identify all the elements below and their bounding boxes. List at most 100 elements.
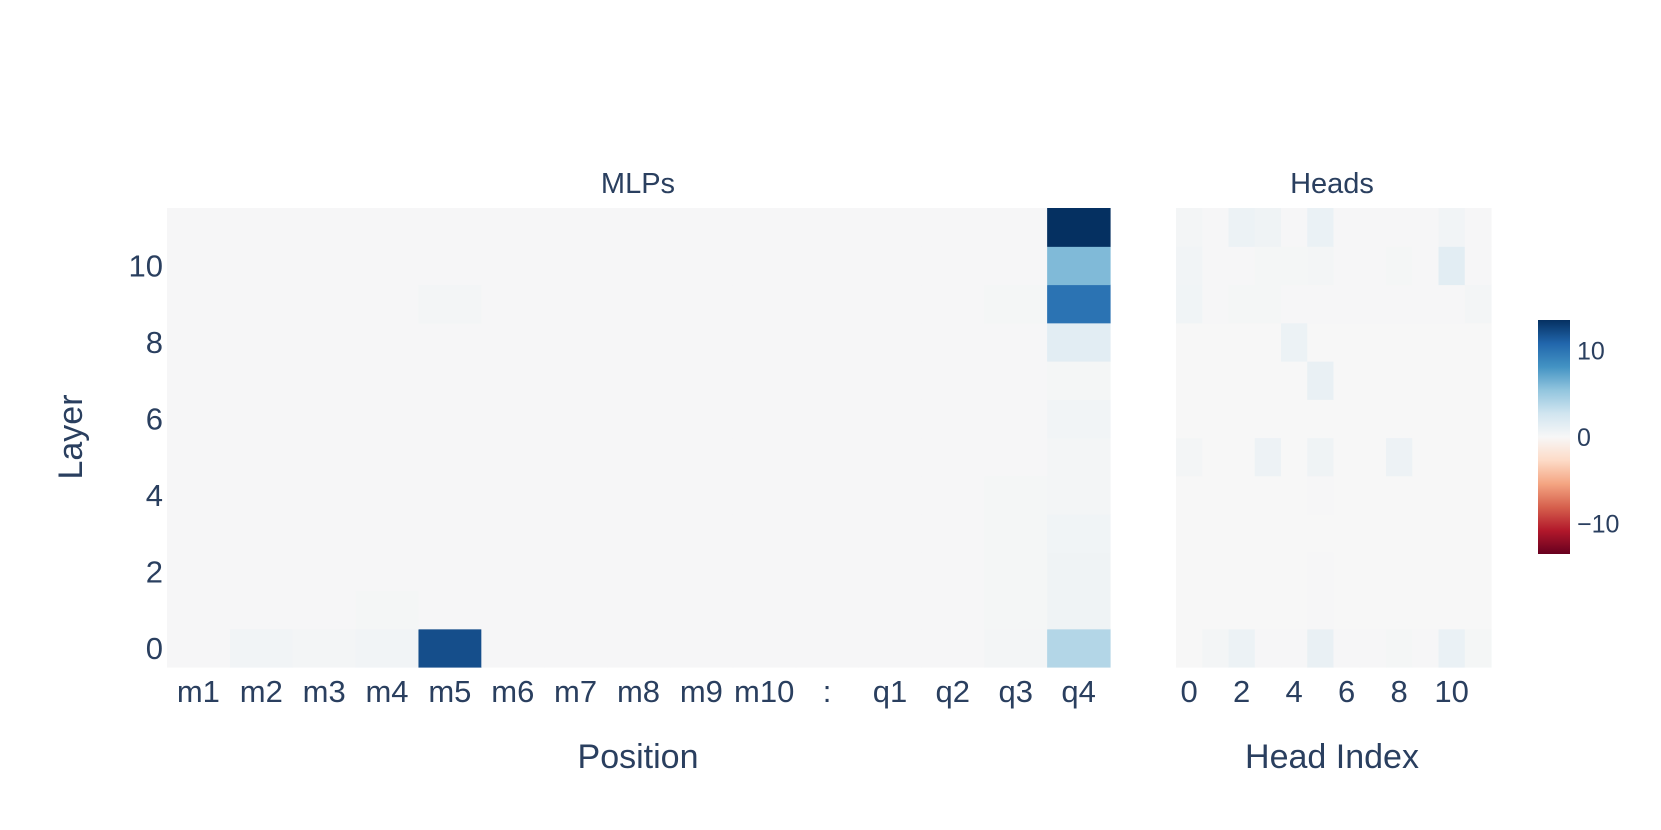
heads-cell	[1281, 475, 1308, 515]
mlp-cell	[292, 514, 357, 553]
mlp-y-axis-label: Layer	[52, 394, 90, 479]
heads-cell	[1228, 246, 1256, 286]
mlp-cell	[669, 552, 734, 592]
heads-cell	[1254, 590, 1282, 630]
mlp-cell	[355, 514, 420, 553]
mlp-cell	[732, 399, 797, 439]
mlp-x-tick-label: m5	[428, 674, 471, 709]
heads-cell	[1228, 284, 1256, 324]
mlp-cell	[732, 208, 797, 247]
heads-cell	[1281, 361, 1308, 400]
mlp-x-ticks: m1 m2 m3 m4 m5 m6 m7 m8 m9 m10: q1 q2 q3 q4	[177, 674, 1096, 709]
mlp-cell	[229, 475, 294, 515]
heads-cell	[1228, 208, 1256, 247]
heads-cell	[1464, 590, 1492, 630]
mlp-y-tick-label: 10	[129, 248, 163, 283]
mlp-cell	[732, 246, 797, 286]
mlp-y-ticks: 0 2 4 6 8 10	[129, 248, 163, 666]
mlp-cell	[481, 514, 545, 553]
heads-cell	[1307, 208, 1335, 247]
mlp-cell	[669, 628, 734, 668]
heads-cell	[1386, 322, 1413, 362]
heads-cell	[1202, 590, 1230, 630]
heads-cell	[1281, 399, 1308, 439]
mlp-cell	[669, 284, 734, 324]
heads-cell	[1438, 437, 1466, 477]
mlp-cell	[481, 208, 545, 247]
mlp-cell	[795, 552, 860, 592]
colorbar-tick-label: 10	[1577, 337, 1605, 365]
mlp-cell	[607, 399, 671, 439]
mlp-cell	[229, 246, 294, 286]
mlp-cell	[292, 399, 357, 439]
mlp-cell	[418, 361, 482, 400]
heads-cell	[1412, 361, 1440, 400]
mlp-y-tick-label: 4	[146, 478, 163, 513]
mlp-cell	[795, 208, 860, 247]
mlp-cell	[292, 628, 357, 668]
mlp-y-tick-label: 8	[146, 325, 163, 360]
mlp-cell	[795, 590, 860, 630]
mlp-cell	[292, 246, 357, 286]
heads-cell	[1333, 361, 1361, 400]
heads-cell	[1333, 552, 1361, 592]
mlp-cell	[858, 552, 922, 592]
mlp-cell	[355, 437, 420, 477]
mlp-cell	[292, 475, 357, 515]
mlp-cell	[858, 628, 922, 668]
mlp-cell	[858, 322, 922, 362]
mlp-cell	[481, 322, 545, 362]
heads-cell	[1333, 284, 1361, 324]
mlp-cell	[607, 475, 671, 515]
heads-cell	[1464, 361, 1492, 400]
heads-cell	[1464, 628, 1492, 668]
mlp-cell	[921, 208, 985, 247]
mlp-x-tick-label: m10	[734, 674, 794, 709]
heads-cell	[1412, 590, 1440, 630]
heads-cell	[1412, 322, 1440, 362]
heads-cell	[1307, 437, 1335, 477]
mlp-cell	[795, 322, 860, 362]
heads-cell	[1359, 322, 1387, 362]
mlp-cell	[795, 361, 860, 400]
mlp-x-tick-label: m2	[240, 674, 283, 709]
heads-cell	[1464, 208, 1492, 247]
mlp-cell	[1047, 552, 1111, 592]
mlp-cell	[355, 284, 420, 324]
heads-cell	[1438, 552, 1466, 592]
heads-cell	[1202, 628, 1230, 668]
heads-cell	[1386, 590, 1413, 630]
mlp-cell	[732, 322, 797, 362]
mlp-x-tick-label: q2	[936, 674, 970, 709]
heads-cell	[1307, 552, 1335, 592]
mlp-cell	[858, 361, 922, 400]
mlp-cell	[984, 246, 1048, 286]
heads-cell	[1359, 361, 1387, 400]
mlp-cell	[418, 246, 482, 286]
heads-cell	[1412, 514, 1440, 553]
mlp-cell	[229, 437, 294, 477]
mlp-cell	[607, 514, 671, 553]
mlp-cell	[669, 208, 734, 247]
heads-cell	[1386, 514, 1413, 553]
mlp-cell	[167, 361, 231, 400]
heads-cell	[1228, 514, 1256, 553]
mlp-cell	[1047, 514, 1111, 553]
heads-cell	[1202, 322, 1230, 362]
mlp-cell	[795, 514, 860, 553]
heads-cell	[1333, 437, 1361, 477]
mlp-cell	[167, 552, 231, 592]
mlp-cell	[858, 514, 922, 553]
mlp-cell	[355, 399, 420, 439]
mlp-cell	[669, 246, 734, 286]
heads-cell	[1176, 475, 1203, 515]
mlp-cell	[167, 437, 231, 477]
heads-cell	[1412, 208, 1440, 247]
mlp-cell	[167, 399, 231, 439]
heads-cell	[1412, 399, 1440, 439]
heads-cell	[1412, 284, 1440, 324]
mlp-cell	[858, 284, 922, 324]
heads-cell	[1438, 246, 1466, 286]
heads-cell	[1438, 514, 1466, 553]
mlp-cell	[669, 590, 734, 630]
